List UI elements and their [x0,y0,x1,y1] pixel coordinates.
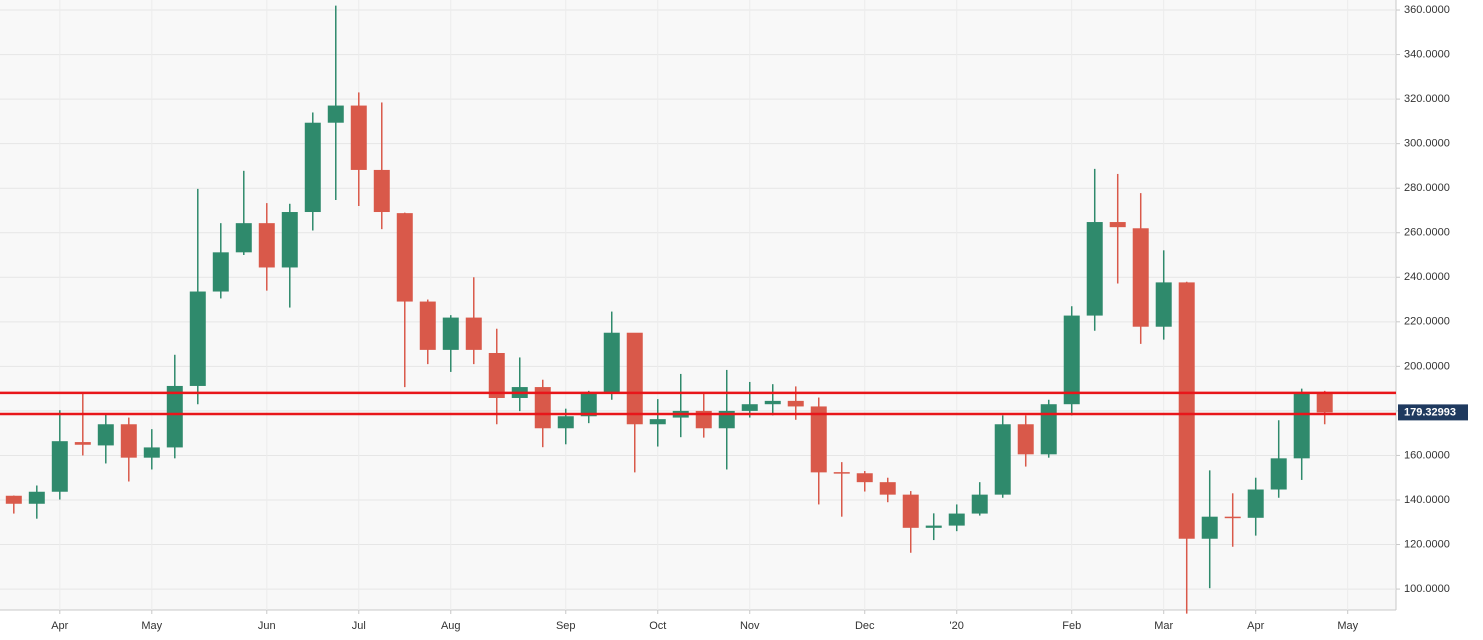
candle-body [948,513,965,526]
candle-body [1109,222,1126,228]
candle-body [1040,404,1057,455]
x-tick-label: May [1337,620,1358,632]
x-tick-label: Sep [556,620,576,632]
candle-body [396,213,413,302]
y-tick-label: 200.0000 [1404,360,1450,372]
candle-body [235,223,252,253]
candle-body [1063,315,1080,405]
x-tick-label: Apr [51,620,68,632]
price-label-bg [1398,404,1468,421]
x-tick-label: Jun [258,620,276,632]
x-tick-label: Aug [441,620,461,632]
candle-body [1178,282,1195,539]
y-tick-label: 120.0000 [1404,538,1450,550]
candle-body [534,387,551,429]
candle-body [1247,489,1264,518]
candle-body [1017,424,1034,455]
candle-body [143,447,160,458]
y-tick-label: 240.0000 [1404,271,1450,283]
candle-body [350,105,367,170]
candle-body [1270,458,1287,490]
candle-body [603,332,620,392]
candle-body [74,442,91,445]
candle-body [971,494,988,514]
candle-body [1224,516,1241,519]
x-tick-label: Apr [1247,620,1264,632]
x-tick-label: May [141,620,162,632]
candle-body [626,332,643,425]
candle-body [580,391,597,417]
candle-body [5,495,22,504]
candle-body [833,472,850,474]
candle-body [258,223,275,268]
x-tick-label: Dec [855,620,875,632]
candle-body [166,385,183,448]
candle-body [419,301,436,350]
y-tick-label: 160.0000 [1404,449,1450,461]
y-tick-label: 220.0000 [1404,316,1450,328]
candle-body [465,317,482,350]
candle-body [51,441,68,492]
y-tick-label: 100.0000 [1404,583,1450,595]
candle-body [649,419,666,425]
candle-body [304,122,321,213]
candle-body [28,491,45,504]
candle-body [994,424,1011,495]
candle-body [281,212,298,268]
y-tick-label: 260.0000 [1404,227,1450,239]
candle-body [764,400,781,405]
y-tick-label: 320.0000 [1404,93,1450,105]
candle-body [1132,228,1149,327]
candle-body [1201,516,1218,539]
candle-body [1086,222,1103,316]
price-label: 179.32993 [1404,406,1456,418]
candle-body [1293,393,1310,459]
candle-body [856,473,873,483]
candle-body [373,169,390,213]
candle-body [442,317,459,350]
candle-body [97,424,114,446]
x-tick-label: Mar [1154,620,1173,632]
candle-body [1316,393,1333,413]
candle-body [488,352,505,398]
candle-body [810,406,827,473]
candle-body [902,494,919,528]
y-tick-label: 360.0000 [1404,4,1450,16]
y-tick-label: 340.0000 [1404,48,1450,60]
candle-body [879,482,896,495]
y-tick-label: 140.0000 [1404,494,1450,506]
candle-body [1155,282,1172,327]
y-tick-label: 300.0000 [1404,138,1450,150]
x-tick-label: Jul [352,620,366,632]
candle-body [212,252,229,292]
x-tick-label: Oct [649,620,666,632]
candle-body [741,404,758,411]
candle-body [327,105,344,123]
candle-body [189,291,206,386]
x-tick-label: Feb [1062,620,1081,632]
candle-body [120,424,137,458]
y-tick-label: 280.0000 [1404,182,1450,194]
x-tick-label: Nov [740,620,760,632]
candle-body [925,525,942,528]
candle-body [557,416,574,429]
candle-body [787,400,804,407]
x-tick-label: '20 [950,620,964,632]
